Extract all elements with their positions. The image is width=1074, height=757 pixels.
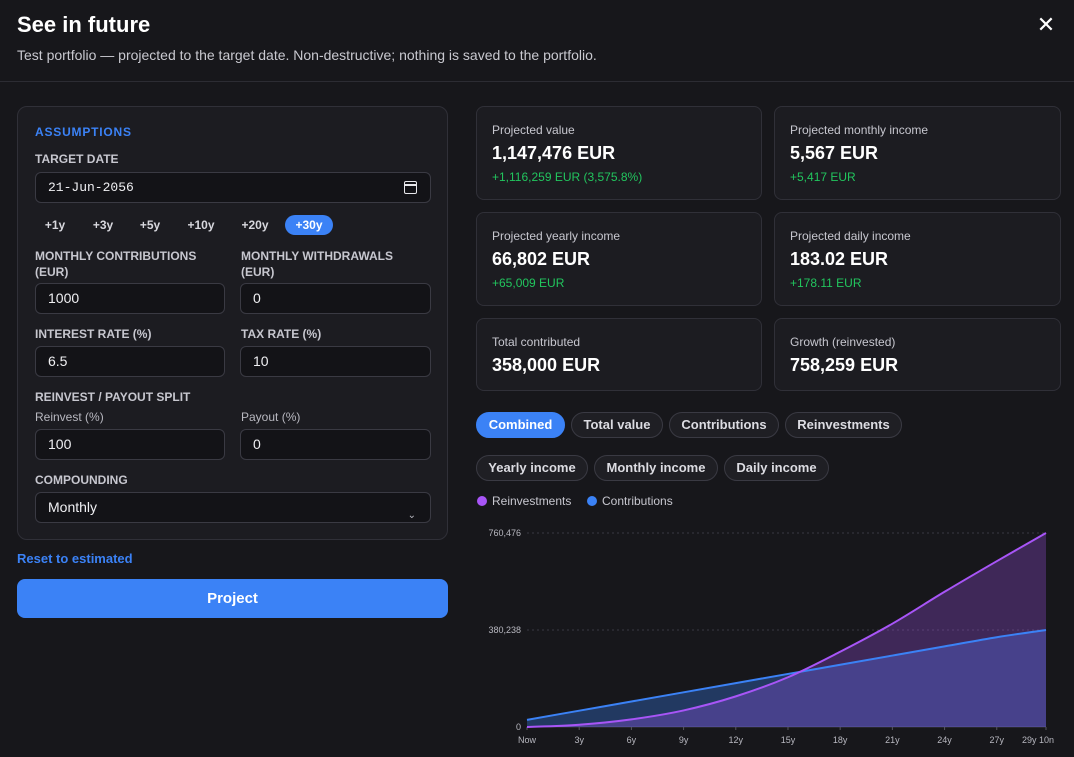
card-value: 1,147,476 EUR [492,143,616,163]
x-tick-label: 27y [990,735,1005,745]
interest-rate-input[interactable]: 6.5 [35,346,225,377]
card-label: Total contributed [492,335,581,349]
tax-rate-input[interactable]: 10 [240,346,431,377]
card-label: Projected value [492,123,575,137]
x-tick-label: 21y [885,735,900,745]
compounding-label: COMPOUNDING [35,473,128,487]
compounding-select[interactable]: Monthly ⌄ [35,492,431,523]
project-button[interactable]: Project [17,579,448,618]
calendar-icon[interactable] [404,181,417,194]
monthly-withdrawals-input[interactable]: 0 [240,283,431,314]
tab-daily-income[interactable]: Daily income [724,455,829,481]
legend-contributions: Contributions [587,493,673,509]
tab-monthly-income[interactable]: Monthly income [594,455,718,481]
monthly-contributions-label: MONTHLY CONTRIBUTIONS (EUR) [35,249,197,279]
line-reinvestments [526,532,1047,728]
card-label: Growth (reinvested) [790,335,896,349]
x-tick-label: 12y [729,735,744,745]
dialog-title: See in future [17,12,151,37]
monthly-withdrawals-label: MONTHLY WITHDRAWALS (EUR) [241,249,393,279]
legend-label: Reinvestments [492,494,572,508]
growth-reinvested-card: Growth (reinvested) 758,259 EUR [774,318,1061,391]
tab-combined[interactable]: Combined [476,412,565,438]
projection-chart: 0 380,238 760,476 Now 3y 6y 9y 12y 15y 18y 21y 24y 2… [488,528,1054,745]
projected-daily-income-card: Projected daily income 183.02 EUR +178.1… [774,212,1061,306]
quick-1y-button[interactable]: +1y [44,218,66,232]
quick-20y-button[interactable]: +20y [241,218,269,232]
card-delta: +65,009 EUR [492,276,565,290]
legend-dot [587,496,597,506]
card-delta: +178.11 EUR [790,276,862,290]
card-delta: +5,417 EUR [790,170,856,184]
x-tick-label: 3y [574,735,584,745]
x-tick-label: 24y [937,735,952,745]
tab-yearly-income[interactable]: Yearly income [476,455,588,481]
tax-rate-label: TAX RATE (%) [241,327,322,341]
x-tick-label: 18y [833,735,848,745]
monthly-contributions-input[interactable]: 1000 [35,283,225,314]
target-date-value: 21-Jun-2056 [48,180,134,195]
target-date-label: TARGET DATE [35,152,119,166]
compounding-value: Monthly [48,499,98,515]
payout-input[interactable]: 0 [240,429,431,460]
projected-yearly-income-card: Projected yearly income 66,802 EUR +65,0… [476,212,762,306]
assumptions-title: ASSUMPTIONS [35,125,132,139]
quick-5y-button[interactable]: +5y [139,218,161,232]
legend-dot [477,496,487,506]
x-tick-label: 15y [781,735,796,745]
card-value: 5,567 EUR [790,143,879,163]
card-label: Projected yearly income [492,229,621,243]
reinvest-label: Reinvest (%) [35,410,104,424]
x-tick-label: 29y 10n [1022,735,1054,745]
reinvest-payout-split-label: REINVEST / PAYOUT SPLIT [35,390,191,404]
legend-label: Contributions [602,494,673,508]
projected-value-card: Projected value 1,147,476 EUR +1,116,259… [476,106,762,200]
quick-10y-button[interactable]: +10y [187,218,215,232]
chevron-down-icon: ⌄ [407,510,416,521]
interest-rate-label: INTEREST RATE (%) [35,327,152,341]
y-tick-label: 0 [516,722,521,732]
tab-total-value[interactable]: Total value [571,412,663,438]
card-value: 183.02 EUR [790,249,889,269]
tab-reinvestments[interactable]: Reinvestments [785,412,902,438]
card-delta: +1,116,259 EUR (3,575.8%) [492,170,643,184]
x-tick-label: Now [518,735,537,745]
legend-reinvestments: Reinvestments [477,493,571,509]
dialog-subtitle: Test portfolio — projected to the target… [17,47,597,63]
target-date-input[interactable]: 21-Jun-2056 [35,172,431,203]
quick-3y-button[interactable]: +3y [92,218,114,232]
payout-label: Payout (%) [241,410,301,424]
quick-30y-button[interactable]: +30y [285,215,333,235]
card-label: Projected daily income [790,229,911,243]
y-tick-label: 760,476 [488,528,521,538]
x-tick-label: 6y [627,735,637,745]
card-value: 358,000 EUR [492,355,601,375]
total-contributed-card: Total contributed 358,000 EUR [476,318,762,391]
area-reinvestments [527,533,1046,727]
line-contributions [526,629,1047,721]
x-tick-label: 9y [679,735,689,745]
assumptions-panel: ASSUMPTIONS TARGET DATE 21-Jun-2056 +1y … [17,106,448,540]
card-label: Projected monthly income [790,123,929,137]
close-icon[interactable]: ✕ [1036,12,1056,37]
projected-monthly-income-card: Projected monthly income 5,567 EUR +5,41… [774,106,1061,200]
reset-to-estimated-link[interactable]: Reset to estimated [17,551,133,566]
dialog-header: See in future Test portfolio — projected… [0,0,1074,82]
tab-contributions[interactable]: Contributions [669,412,779,438]
y-tick-label: 380,238 [488,625,521,635]
reinvest-input[interactable]: 100 [35,429,225,460]
card-value: 66,802 EUR [492,249,591,269]
card-value: 758,259 EUR [790,355,899,375]
